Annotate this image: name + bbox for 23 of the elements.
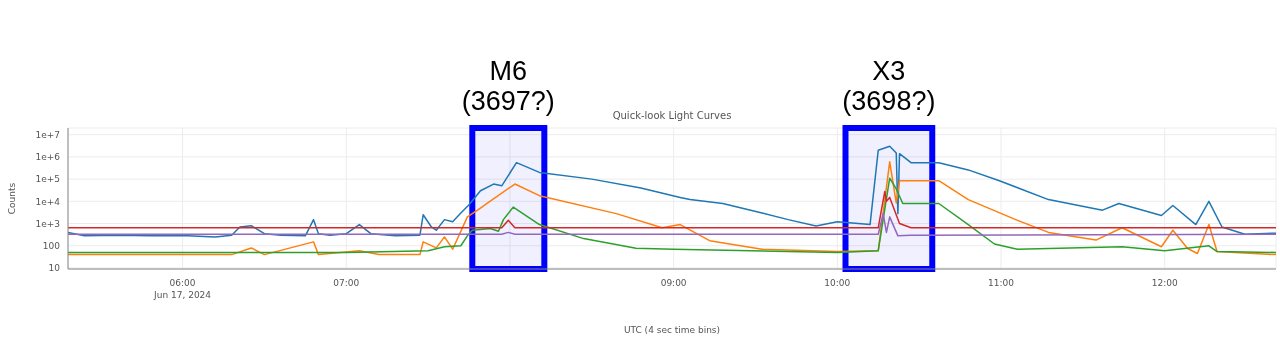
line-series [68,212,1276,237]
chart-title: Quick-look Light Curves [612,110,732,121]
x-tick-label: 10:00 [824,278,851,288]
y-tick-label: 1e+4 [35,196,61,207]
x-tick-label: 07:00 [333,278,360,288]
x-tick-label: 12:00 [1151,278,1178,288]
x-axis-title: UTC (4 sec time bins) [622,325,722,335]
x-tick-label: 11:00 [988,278,1015,288]
band-label: M6 (3697?) [461,56,555,116]
y-tick-label: 1e+3 [35,218,60,229]
y-axis-title: Counts [7,182,18,215]
band-label: X3 (3698?) [842,56,936,116]
y-tick-label: 100 [42,240,61,251]
y-tick-label: 10 [48,263,61,274]
x-tick-label: 09:00 [660,278,687,288]
line-series [68,145,1276,238]
line-series [68,161,1276,256]
y-tick-label: 1e+7 [35,129,60,140]
x-tick-label: 06:00 Jun 17, 2024 [153,278,212,300]
line-series [68,190,1276,229]
y-tick-label: 1e+6 [35,152,61,163]
y-tick-label: 1e+5 [35,174,60,185]
line-series [68,177,1276,254]
